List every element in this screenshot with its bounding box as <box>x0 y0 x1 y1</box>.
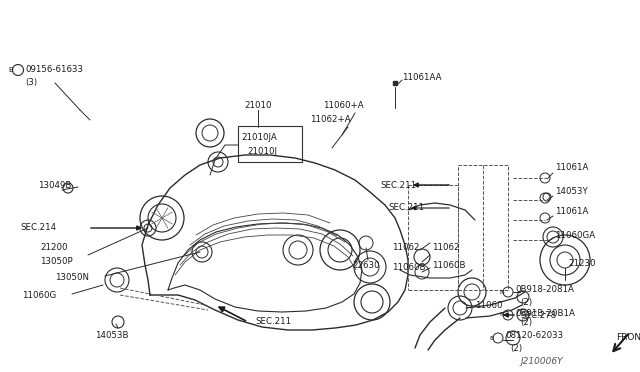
Text: 11060: 11060 <box>475 301 502 310</box>
Text: 11060+A: 11060+A <box>323 100 364 109</box>
Text: 08120-62033: 08120-62033 <box>505 330 563 340</box>
Text: B: B <box>490 336 494 340</box>
Text: (3): (3) <box>25 78 37 87</box>
Text: J210006Y: J210006Y <box>520 357 563 366</box>
Text: SEC.214: SEC.214 <box>20 224 56 232</box>
Text: 13050N: 13050N <box>55 273 89 282</box>
Text: (2): (2) <box>510 343 522 353</box>
Text: N: N <box>500 289 504 295</box>
Text: SEC.278: SEC.278 <box>520 311 556 320</box>
Text: 11060G: 11060G <box>22 291 56 299</box>
Text: 09156-61633: 09156-61633 <box>25 65 83 74</box>
Text: 21230: 21230 <box>568 259 595 267</box>
Text: 21010JA: 21010JA <box>241 132 276 141</box>
Text: 11060B: 11060B <box>392 263 426 273</box>
Text: 14053B: 14053B <box>95 330 129 340</box>
Text: 11060B: 11060B <box>432 260 465 269</box>
Text: 11062: 11062 <box>432 244 460 253</box>
Text: 11061A: 11061A <box>555 164 588 173</box>
Text: 21200: 21200 <box>40 244 67 253</box>
Text: 11062+A: 11062+A <box>310 115 351 125</box>
Text: SEC.211: SEC.211 <box>388 203 424 212</box>
Text: 21010J: 21010J <box>247 148 277 157</box>
Text: B: B <box>8 67 13 73</box>
Text: 14053Y: 14053Y <box>555 187 588 196</box>
Text: SEC.211: SEC.211 <box>380 180 416 189</box>
Text: 0B91B-20B1A: 0B91B-20B1A <box>515 308 575 317</box>
Text: 13050P: 13050P <box>40 257 72 266</box>
Text: 22630: 22630 <box>352 260 380 269</box>
Text: 0B918-2081A: 0B918-2081A <box>515 285 574 295</box>
Text: SEC.211: SEC.211 <box>255 317 291 327</box>
Text: FRONT: FRONT <box>616 333 640 341</box>
Text: N: N <box>500 312 504 317</box>
Text: 11061A: 11061A <box>555 208 588 217</box>
Text: 11060GA: 11060GA <box>555 231 595 240</box>
Text: 21010: 21010 <box>244 100 272 109</box>
Text: 11061AA: 11061AA <box>402 74 442 83</box>
Text: (2): (2) <box>520 318 532 327</box>
Text: 11062: 11062 <box>392 244 419 253</box>
Text: 13049B: 13049B <box>38 180 72 189</box>
Bar <box>458 165 508 290</box>
Text: (2): (2) <box>520 298 532 307</box>
Bar <box>238 126 302 162</box>
